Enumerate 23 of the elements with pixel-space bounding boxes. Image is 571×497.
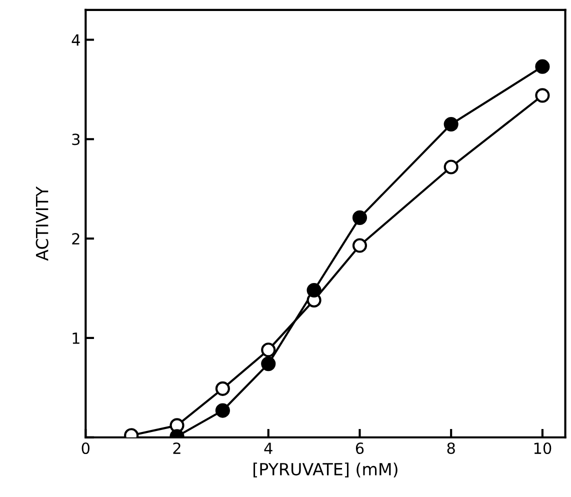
- point: [444, 160, 458, 174]
- point: [352, 238, 368, 253]
- point: [352, 210, 368, 225]
- x-tick-label: 10: [534, 442, 552, 454]
- point: [215, 381, 230, 396]
- point: [261, 342, 276, 358]
- y-tick-label: 3: [72, 134, 80, 146]
- y-tick-label: 4: [72, 34, 80, 46]
- point: [306, 282, 322, 298]
- y-tick-label: 1: [72, 332, 80, 344]
- point: [444, 116, 458, 132]
- point: [535, 59, 550, 74]
- point: [535, 88, 550, 103]
- x-axis-title: [PYRUVATE] (mM): [254, 462, 398, 478]
- y-tick-label: 2: [72, 233, 80, 244]
- x-tick-label: 8: [447, 442, 455, 454]
- x-tick-label: 0: [82, 442, 90, 454]
- x-tick-label: 6: [356, 442, 364, 454]
- point: [261, 356, 276, 372]
- point: [215, 403, 230, 418]
- x-tick-label: 4: [264, 442, 272, 454]
- y-axis-title: ACTIVITY: [36, 186, 48, 261]
- x-tick-label: 2: [173, 442, 180, 454]
